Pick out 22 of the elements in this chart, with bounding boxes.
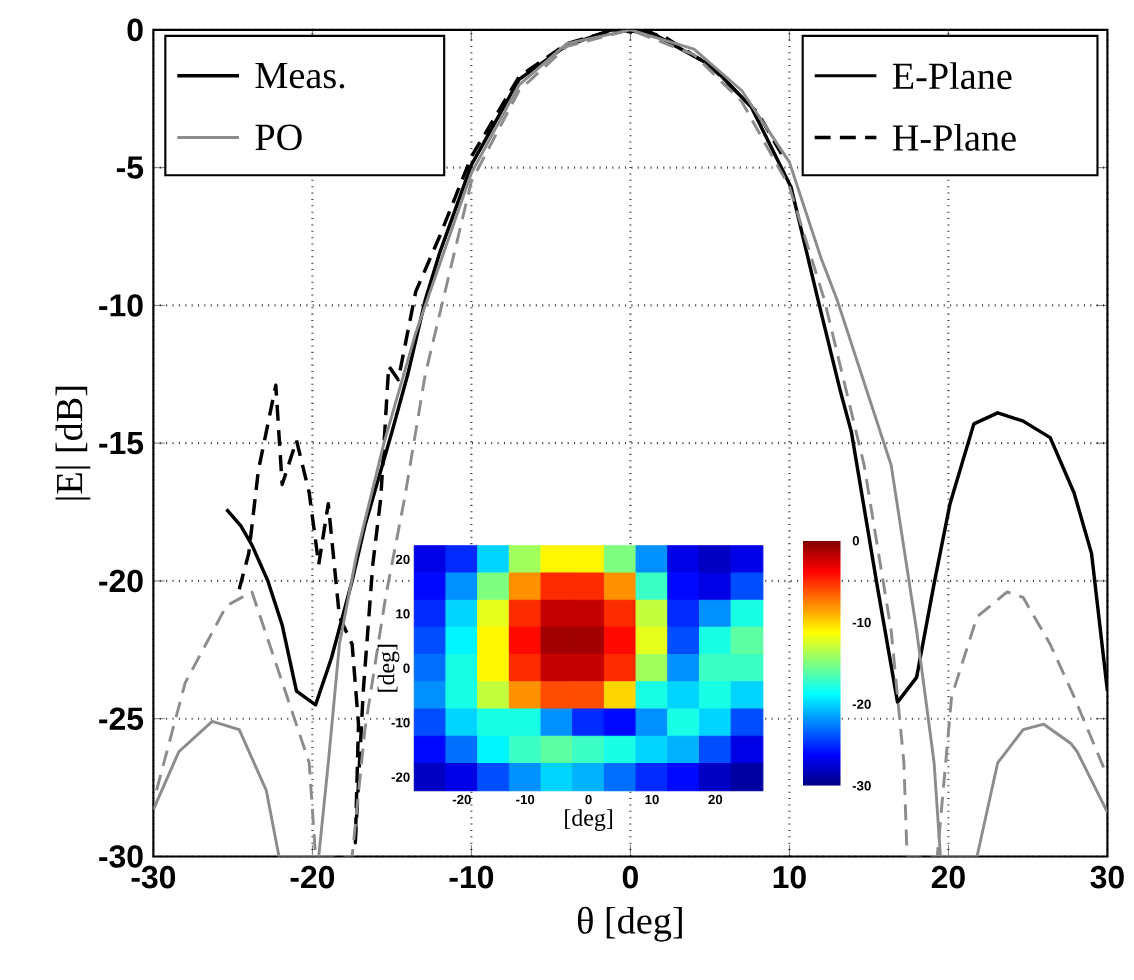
- y-tick-label: 0: [127, 18, 143, 42]
- y-tick-label: -10: [99, 294, 143, 317]
- x-tick-label: -30: [131, 865, 176, 889]
- y-tick-label: -15: [99, 432, 144, 455]
- y-tick-label: -30: [99, 845, 143, 868]
- annotation: H-Plane: [892, 124, 1016, 151]
- x-tick-label: 20: [931, 865, 965, 889]
- x-tick-label: 0: [622, 865, 638, 889]
- x-tick-label: -10: [449, 865, 494, 889]
- x-axis-title: [deg]: [565, 809, 613, 831]
- x-tick-label: 30: [1090, 865, 1124, 889]
- y-tick-label: -20: [99, 569, 143, 593]
- x-tick-label: -20: [290, 865, 335, 889]
- y-tick-label: -25: [99, 707, 144, 730]
- x-tick-label: 10: [773, 865, 806, 889]
- annotation: E-Plane: [892, 62, 1012, 90]
- annotation: Meas.: [255, 62, 345, 89]
- y-axis-title: [deg]: [377, 644, 400, 692]
- annotation: PO: [255, 124, 302, 151]
- y-axis-title: |E| [dB]: [55, 386, 91, 500]
- y-tick-label: -5: [116, 156, 144, 179]
- x-axis-title: θ [deg]: [577, 906, 682, 942]
